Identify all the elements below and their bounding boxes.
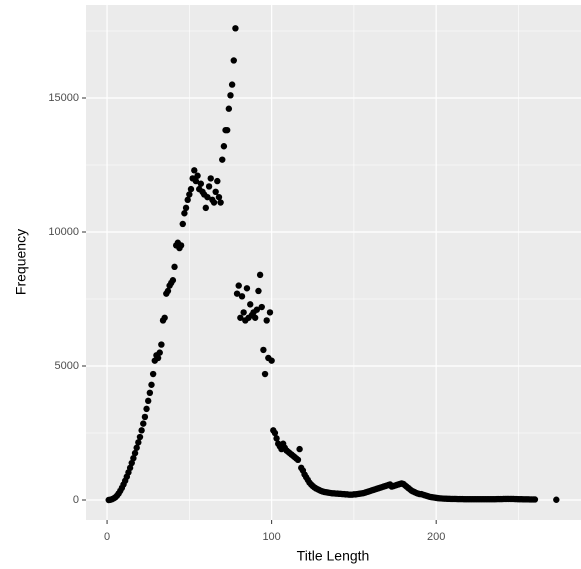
y-tick-label: 15000 <box>48 92 79 104</box>
data-point <box>243 285 251 292</box>
data-point <box>130 454 137 462</box>
data-point <box>192 177 200 185</box>
data-point <box>255 287 262 295</box>
data-point <box>146 389 154 397</box>
data-point <box>154 354 162 362</box>
data-point <box>133 444 140 451</box>
y-axis-title: Frequency <box>13 229 29 295</box>
data-point <box>220 143 228 150</box>
data-point <box>294 456 302 464</box>
data-point <box>233 290 241 297</box>
data-point <box>184 196 191 204</box>
x-tick-label: 100 <box>262 531 280 543</box>
data-point <box>181 210 188 217</box>
data-point <box>156 349 163 356</box>
data-point <box>171 263 178 271</box>
data-point <box>217 199 224 206</box>
data-point <box>219 156 226 163</box>
data-point <box>237 314 244 321</box>
data-point <box>141 413 149 421</box>
data-point <box>227 92 234 99</box>
data-point <box>177 242 185 249</box>
y-tick-label: 10000 <box>48 226 79 238</box>
x-axis-title: Title Length <box>297 548 370 564</box>
data-point <box>214 177 221 185</box>
data-point <box>215 193 223 201</box>
y-tick-label: 5000 <box>55 360 79 372</box>
data-point <box>210 199 218 206</box>
data-point <box>223 126 231 134</box>
data-point <box>225 105 233 112</box>
data-point <box>148 381 155 388</box>
y-tick-label: 0 <box>73 494 79 506</box>
data-point <box>553 496 560 503</box>
data-point <box>149 370 157 378</box>
x-tick-label: 200 <box>427 531 445 543</box>
data-point <box>128 459 135 467</box>
data-point <box>260 346 267 354</box>
data-point <box>126 464 134 472</box>
data-point <box>207 175 214 182</box>
data-point <box>253 306 261 313</box>
data-point <box>240 309 247 316</box>
data-point <box>251 314 259 321</box>
data-point <box>228 81 236 88</box>
data-point <box>235 282 242 289</box>
data-point <box>197 180 205 187</box>
data-point <box>187 185 195 193</box>
data-point <box>136 433 144 441</box>
data-point <box>158 341 165 348</box>
data-point <box>247 301 254 308</box>
plot-panel <box>86 5 581 520</box>
data-point <box>261 370 269 378</box>
data-point <box>271 429 279 437</box>
data-point <box>131 449 139 457</box>
data-point <box>263 317 270 324</box>
data-point <box>268 357 275 364</box>
data-point <box>140 420 147 427</box>
data-point <box>266 309 274 316</box>
data-point <box>232 25 239 32</box>
data-point <box>143 405 150 413</box>
data-point <box>145 397 152 405</box>
data-point <box>238 293 246 300</box>
data-point <box>191 167 198 174</box>
data-point <box>186 191 193 198</box>
data-point <box>230 57 237 64</box>
data-point <box>296 445 303 453</box>
data-point <box>138 427 145 434</box>
x-tick-label: 0 <box>104 531 110 543</box>
data-point <box>135 439 142 446</box>
data-point <box>194 172 201 179</box>
data-point <box>169 277 177 284</box>
data-point <box>256 271 264 279</box>
data-point <box>531 496 539 503</box>
data-point <box>161 314 168 321</box>
data-point <box>179 220 186 228</box>
data-point <box>182 204 190 212</box>
data-point <box>273 435 280 442</box>
data-point <box>164 287 172 295</box>
data-point <box>202 204 210 212</box>
data-point <box>258 303 265 311</box>
data-point <box>204 193 211 201</box>
data-point <box>212 188 219 196</box>
data-point <box>205 183 213 190</box>
